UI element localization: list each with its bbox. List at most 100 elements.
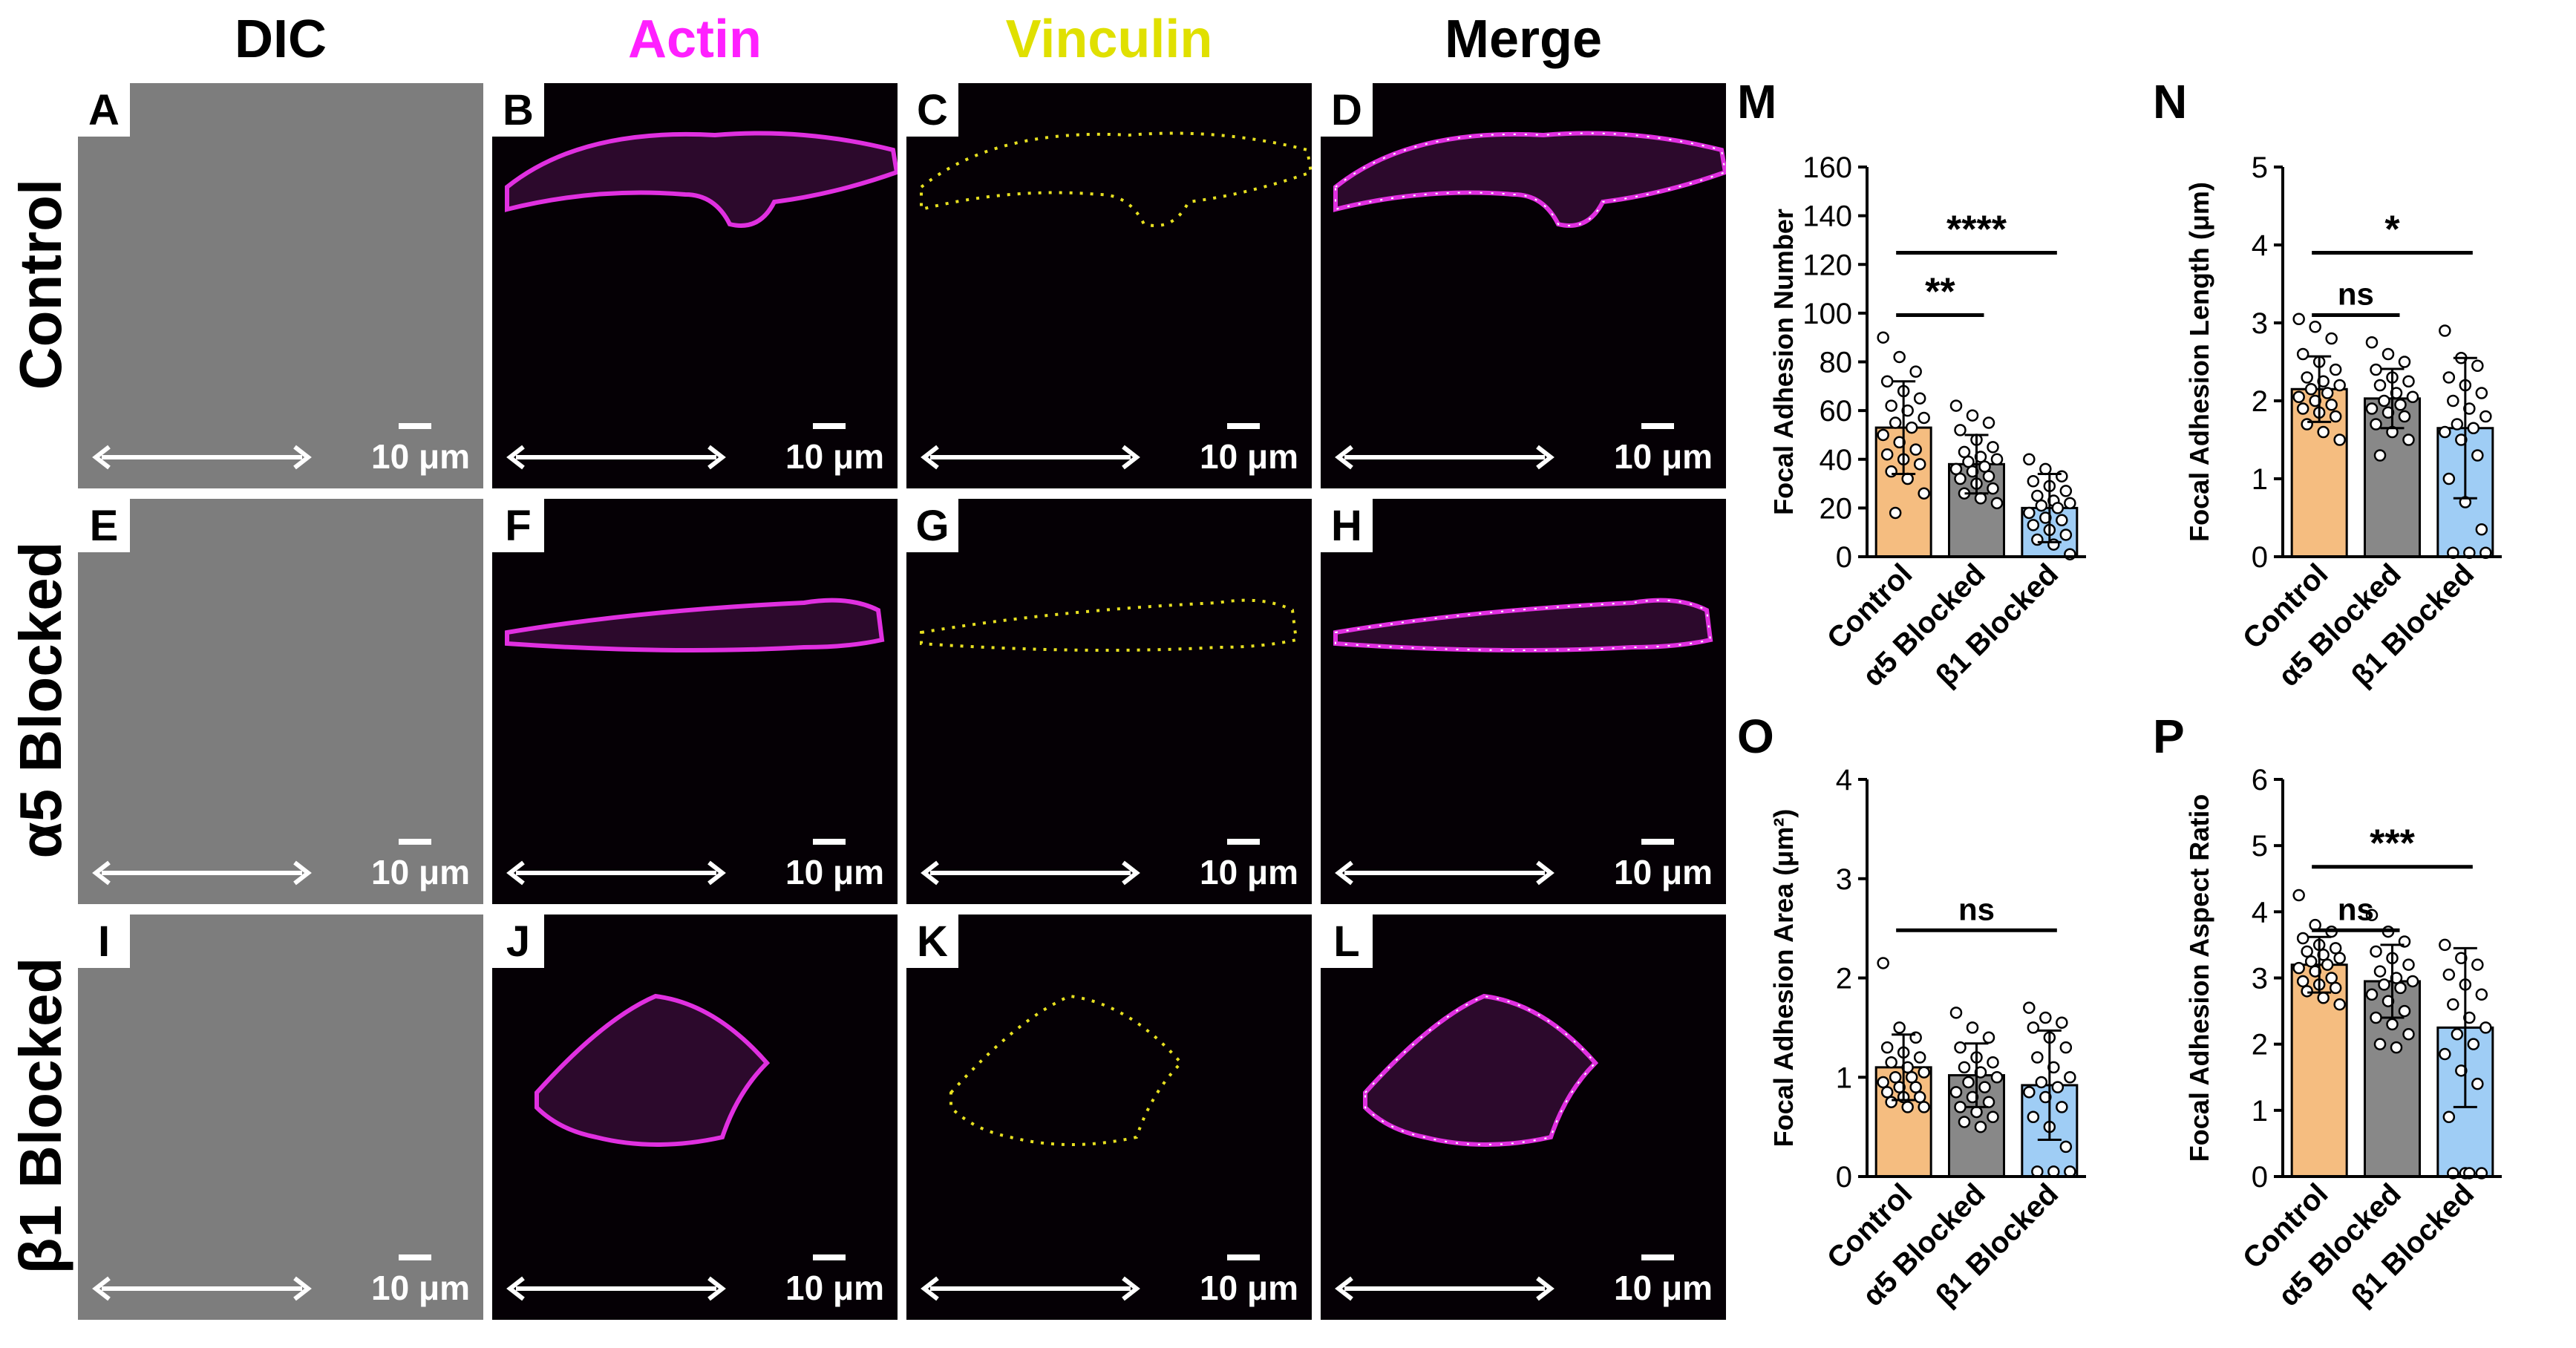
double-arrow-icon bbox=[506, 1276, 726, 1301]
data-point bbox=[1893, 1021, 1906, 1034]
panel-letter-g: G bbox=[906, 499, 958, 552]
scale-bar bbox=[1227, 1254, 1260, 1260]
data-point bbox=[2398, 356, 2411, 368]
scale-bar bbox=[1641, 1254, 1674, 1260]
y-tick-label: 2 bbox=[2252, 385, 2268, 418]
data-point bbox=[2398, 410, 2411, 423]
data-point bbox=[2056, 514, 2068, 527]
y-tick-label: 100 bbox=[1802, 298, 1852, 330]
data-point bbox=[2039, 1011, 2052, 1024]
data-point bbox=[1990, 1071, 2004, 1084]
data-point bbox=[1880, 375, 1894, 387]
double-arrow-icon bbox=[506, 445, 726, 470]
significance-label: ns bbox=[2338, 891, 2374, 926]
data-point bbox=[2329, 363, 2342, 376]
data-point bbox=[2023, 1086, 2036, 1099]
y-tick-label: 4 bbox=[2252, 229, 2268, 262]
data-point bbox=[2333, 952, 2346, 964]
data-point bbox=[2333, 379, 2346, 392]
y-tick-label: 1 bbox=[1836, 1061, 1852, 1094]
double-arrow-icon bbox=[92, 860, 312, 886]
data-point bbox=[2051, 1081, 2065, 1093]
data-point bbox=[2378, 394, 2390, 408]
micrograph-dic--5-blocked: E 10 μm bbox=[78, 499, 483, 904]
data-point bbox=[1909, 365, 1922, 378]
scale-bar bbox=[399, 1254, 431, 1260]
double-arrow-icon bbox=[1335, 1276, 1555, 1301]
data-point bbox=[2329, 981, 2342, 995]
data-point bbox=[2442, 472, 2456, 485]
y-tick-label: 0 bbox=[1836, 1161, 1852, 1194]
data-point bbox=[2373, 1038, 2387, 1050]
data-point bbox=[2292, 961, 2305, 975]
double-arrow-icon bbox=[92, 445, 312, 470]
y-tick-label: 5 bbox=[2252, 830, 2268, 863]
panel-letter-i: I bbox=[78, 915, 130, 968]
y-tick-label: 120 bbox=[1802, 249, 1852, 281]
data-point bbox=[2059, 1140, 2073, 1154]
panel-letter-a: A bbox=[78, 83, 130, 137]
data-point bbox=[2398, 1004, 2411, 1018]
data-point bbox=[2292, 313, 2305, 325]
panel-letter-o: O bbox=[1737, 710, 1774, 763]
data-point bbox=[1954, 1101, 1967, 1113]
data-point bbox=[1966, 1021, 1979, 1034]
y-tick-label: 4 bbox=[2252, 896, 2268, 929]
y-axis-label: Focal Adhesion Area (μm²) bbox=[1768, 809, 1799, 1147]
data-point bbox=[1918, 487, 1930, 500]
data-point bbox=[2370, 945, 2382, 958]
data-point bbox=[2333, 433, 2346, 446]
column-header-merge: Merge bbox=[1444, 10, 1603, 69]
data-point bbox=[1966, 409, 1979, 422]
data-point bbox=[2365, 336, 2379, 349]
data-point bbox=[2467, 422, 2480, 434]
scale-label: 10 μm bbox=[785, 437, 884, 476]
data-point bbox=[1990, 453, 2004, 465]
scale-label: 10 μm bbox=[1200, 1269, 1298, 1307]
data-point bbox=[1893, 350, 1906, 364]
double-arrow-icon bbox=[921, 445, 1140, 470]
data-point bbox=[2373, 449, 2387, 462]
data-point bbox=[2035, 1076, 2048, 1089]
data-point bbox=[2059, 485, 2073, 497]
data-point bbox=[2390, 1041, 2403, 1054]
scale-bar bbox=[1641, 839, 1674, 845]
y-tick-label: 60 bbox=[1820, 395, 1853, 428]
data-point bbox=[2402, 375, 2415, 387]
y-tick-label: 3 bbox=[1836, 863, 1852, 896]
y-tick-label: 6 bbox=[2252, 764, 2268, 796]
data-point bbox=[1889, 506, 1902, 520]
micrograph-actin-control: B 10 μm bbox=[492, 83, 898, 488]
data-point bbox=[2296, 347, 2309, 361]
panel-letter-e: E bbox=[78, 499, 130, 552]
data-point bbox=[1918, 1101, 1930, 1113]
data-point bbox=[2329, 942, 2342, 955]
data-point bbox=[1978, 1081, 1991, 1093]
y-axis-label: Focal Adhesion Number bbox=[1768, 209, 1799, 515]
data-point bbox=[1877, 331, 1889, 344]
scale-label: 10 μm bbox=[1200, 437, 1298, 476]
data-point bbox=[2475, 387, 2488, 399]
data-point bbox=[2309, 321, 2321, 333]
row-header-a5-blocked: α5 Blocked bbox=[7, 541, 73, 859]
data-point bbox=[1893, 436, 1906, 449]
data-point bbox=[2451, 418, 2464, 431]
y-tick-label: 2 bbox=[1836, 963, 1852, 995]
data-point bbox=[2023, 1001, 2036, 1014]
data-point bbox=[2378, 978, 2390, 991]
significance-label: ** bbox=[1925, 271, 1955, 314]
scale-label: 10 μm bbox=[371, 853, 470, 891]
data-point bbox=[1958, 1116, 1971, 1128]
panel-letter-p: P bbox=[2153, 710, 2185, 763]
data-point bbox=[1987, 441, 1999, 454]
y-tick-label: 20 bbox=[1820, 492, 1853, 525]
data-point bbox=[2027, 519, 2040, 531]
data-point bbox=[2475, 523, 2488, 536]
data-point bbox=[2031, 533, 2044, 546]
scale-bar bbox=[399, 839, 431, 845]
double-arrow-icon bbox=[1335, 445, 1555, 470]
data-point bbox=[1974, 1120, 1987, 1133]
data-point bbox=[1987, 1056, 1999, 1069]
